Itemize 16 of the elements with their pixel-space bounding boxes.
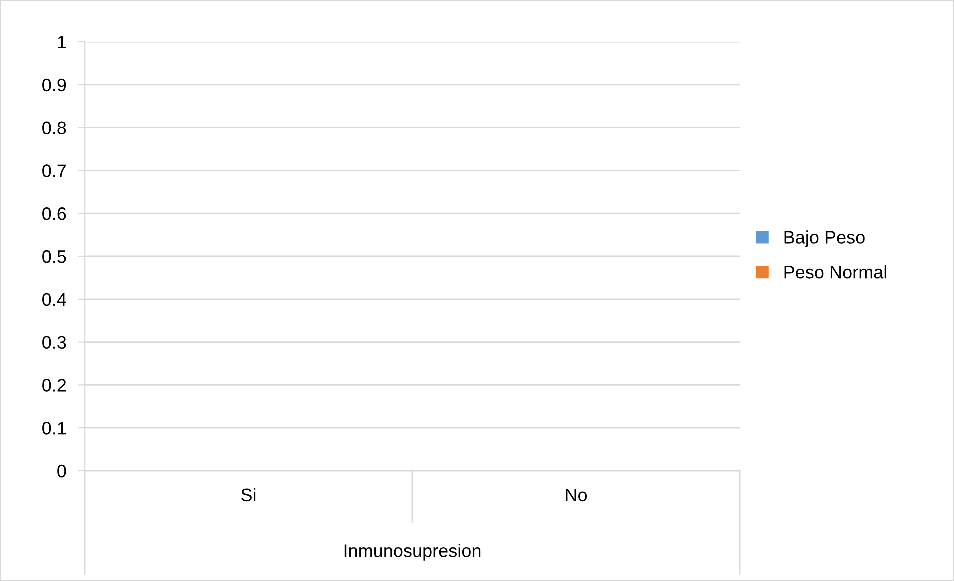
y-tick-label: 0.1 [42, 422, 66, 435]
y-tick-label: 0.2 [42, 379, 66, 392]
y-tick-label: 0.3 [42, 336, 66, 350]
y-tick-label: 0.9 [42, 78, 66, 92]
x-tick-label: Si [242, 488, 256, 502]
x-tick-label: No [566, 488, 588, 502]
y-tick-label: 0.5 [42, 250, 66, 264]
y-tick-label: 0.4 [42, 293, 66, 306]
y-tick-label: 0 [58, 464, 66, 478]
y-tick-label: 1 [58, 36, 66, 49]
x-axis-title: Inmunosupresion [344, 544, 481, 561]
y-tick-label: 0.8 [42, 122, 66, 135]
legend-label: Bajo Peso [784, 230, 865, 248]
y-tick-label: 0.7 [42, 164, 66, 178]
legend-label: Peso Normal [784, 266, 886, 279]
y-tick-label: 0.6 [42, 208, 66, 220]
